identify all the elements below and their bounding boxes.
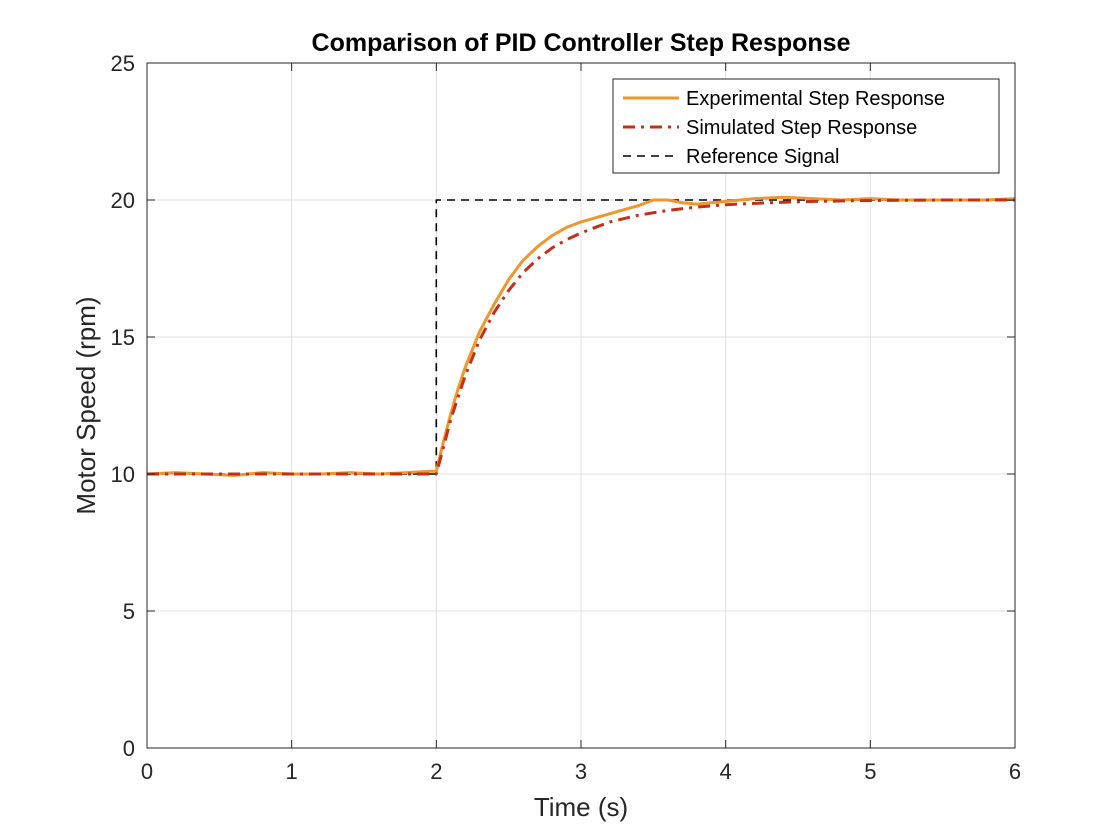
- legend-label-2: Reference Signal: [686, 146, 839, 168]
- x-tick-label-4: 4: [720, 759, 732, 784]
- x-tick-label-0: 0: [141, 759, 153, 784]
- series-line-1: [147, 198, 1015, 476]
- y-tick-label-2: 10: [111, 462, 135, 487]
- y-tick-label-0: 0: [123, 736, 135, 761]
- y-axis-label: Motor Speed (rpm): [71, 296, 101, 514]
- legend: Experimental Step Response Simulated Step…: [612, 78, 1000, 174]
- x-tick-label-3: 3: [575, 759, 587, 784]
- x-tick-label-5: 5: [864, 759, 876, 784]
- y-tick-label-4: 20: [111, 188, 135, 213]
- axis-ticks: 0 1 2 3 4 5 6 0 5 10 15 20 25: [111, 51, 1022, 784]
- y-tick-label-5: 25: [111, 51, 135, 76]
- y-tick-label-3: 15: [111, 325, 135, 350]
- series-line-0: [146, 195, 1016, 477]
- plot-series: [146, 195, 1016, 477]
- x-tick-label-2: 2: [430, 759, 442, 784]
- legend-label-1: Simulated Step Response: [686, 117, 917, 139]
- x-tick-label-1: 1: [286, 759, 298, 784]
- y-tick-label-1: 5: [123, 599, 135, 624]
- chart-title: Comparison of PID Controller Step Respon…: [312, 29, 851, 57]
- legend-label-0: Experimental Step Response: [686, 88, 945, 110]
- x-axis-label: Time (s): [534, 792, 628, 822]
- x-tick-label-6: 6: [1009, 759, 1021, 784]
